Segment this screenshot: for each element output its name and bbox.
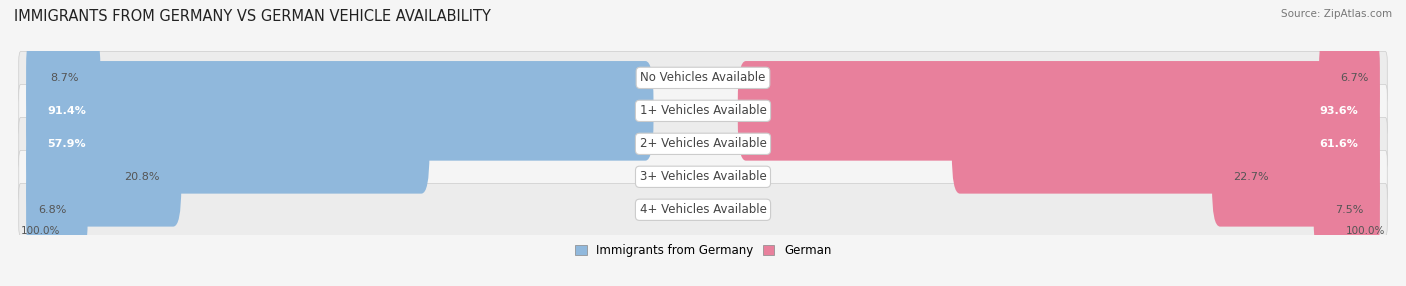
FancyBboxPatch shape — [18, 84, 1388, 137]
FancyBboxPatch shape — [1212, 127, 1379, 227]
Text: 22.7%: 22.7% — [1233, 172, 1270, 182]
FancyBboxPatch shape — [1319, 28, 1379, 128]
FancyBboxPatch shape — [27, 61, 654, 161]
Text: 61.6%: 61.6% — [1320, 139, 1358, 149]
FancyBboxPatch shape — [27, 160, 87, 260]
FancyBboxPatch shape — [18, 150, 1388, 203]
FancyBboxPatch shape — [27, 94, 429, 194]
Text: 7.5%: 7.5% — [1336, 205, 1364, 215]
Text: 3+ Vehicles Available: 3+ Vehicles Available — [640, 170, 766, 183]
FancyBboxPatch shape — [27, 28, 100, 128]
FancyBboxPatch shape — [18, 183, 1388, 236]
Text: Source: ZipAtlas.com: Source: ZipAtlas.com — [1281, 9, 1392, 19]
FancyBboxPatch shape — [738, 61, 1379, 161]
Text: 57.9%: 57.9% — [48, 139, 86, 149]
Text: 6.8%: 6.8% — [38, 205, 66, 215]
Text: IMMIGRANTS FROM GERMANY VS GERMAN VEHICLE AVAILABILITY: IMMIGRANTS FROM GERMANY VS GERMAN VEHICL… — [14, 9, 491, 23]
Text: 100.0%: 100.0% — [1346, 226, 1385, 236]
Text: 100.0%: 100.0% — [21, 226, 60, 236]
FancyBboxPatch shape — [18, 118, 1388, 170]
Text: 4+ Vehicles Available: 4+ Vehicles Available — [640, 203, 766, 216]
Text: 2+ Vehicles Available: 2+ Vehicles Available — [640, 137, 766, 150]
FancyBboxPatch shape — [18, 51, 1388, 104]
Text: 8.7%: 8.7% — [51, 73, 79, 83]
Legend: Immigrants from Germany, German: Immigrants from Germany, German — [569, 239, 837, 262]
Text: 20.8%: 20.8% — [124, 172, 160, 182]
FancyBboxPatch shape — [27, 127, 181, 227]
Text: 93.6%: 93.6% — [1320, 106, 1358, 116]
FancyBboxPatch shape — [1313, 160, 1379, 260]
Text: 91.4%: 91.4% — [48, 106, 86, 116]
Text: 1+ Vehicles Available: 1+ Vehicles Available — [640, 104, 766, 117]
Text: 6.7%: 6.7% — [1340, 73, 1369, 83]
Text: No Vehicles Available: No Vehicles Available — [640, 72, 766, 84]
FancyBboxPatch shape — [952, 94, 1379, 194]
